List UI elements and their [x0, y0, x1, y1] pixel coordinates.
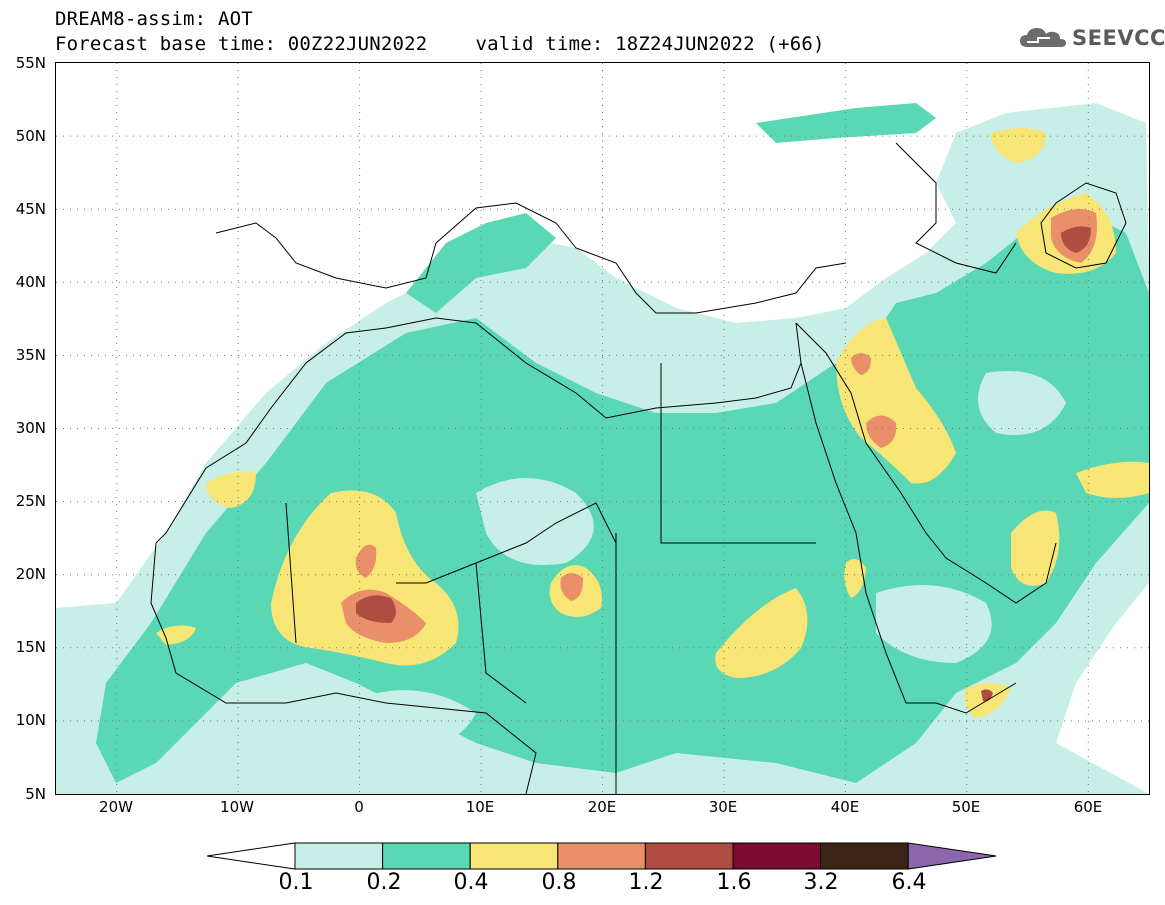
map-title: DREAM8-assim: AOT: [55, 8, 253, 30]
colorbar-label: 6.4: [891, 870, 927, 895]
lat-label: 45N: [15, 200, 46, 218]
aot-high-region: [844, 559, 866, 598]
aot-mid-region-north: [756, 103, 936, 143]
aot-higher-region: [355, 544, 377, 578]
lat-label: 5N: [25, 785, 46, 803]
aot-low-patch: [346, 690, 476, 753]
lon-label: 30E: [708, 798, 738, 816]
colorbar-swatches: [206, 842, 997, 870]
lat-label: 25N: [15, 492, 46, 510]
lon-label: 10E: [465, 798, 495, 816]
colorbar-swatch: [382, 842, 471, 870]
lon-label: 50E: [951, 798, 981, 816]
lon-label: 20W: [99, 798, 133, 816]
lat-label: 30N: [15, 419, 46, 437]
aot-high-region: [156, 625, 196, 645]
lat-label: 10N: [15, 711, 46, 729]
map-canvas: [56, 63, 1149, 794]
logo-text: SEEVCCC: [1072, 26, 1165, 50]
lat-label: 20N: [15, 565, 46, 583]
time-info: Forecast base time: 00Z22JUN2022 valid ti…: [55, 33, 825, 55]
base-time: Forecast base time: 00Z22JUN2022: [55, 33, 428, 55]
colorbar-swatch: [469, 842, 559, 870]
aot-peak-region: [1061, 226, 1091, 253]
aot-mid-region-balkan: [406, 213, 556, 313]
aot-high-region: [1011, 510, 1060, 586]
lat-label: 40N: [15, 273, 46, 291]
lon-label: 0: [354, 798, 364, 816]
colorbar-min-extension: [206, 842, 296, 870]
lon-label: 20E: [587, 798, 617, 816]
cloud-icon: [1020, 28, 1066, 47]
colorbar-label: 0.4: [453, 870, 489, 895]
colorbar-swatch: [644, 842, 734, 870]
aot-higher-region: [851, 353, 871, 375]
colorbar-label: 0.2: [366, 870, 402, 895]
aot-higher-region: [866, 415, 897, 448]
valid-time: valid time: 18Z24JUN2022 (+66): [475, 33, 825, 55]
aot-high-region: [715, 588, 808, 678]
lon-label: 60E: [1073, 798, 1103, 816]
lon-label: 40E: [830, 798, 860, 816]
colorbar: [205, 842, 1000, 874]
aot-low-patch: [876, 585, 992, 663]
aot-high-region: [1076, 461, 1149, 498]
aot-low-patch: [978, 371, 1066, 435]
aot-low-patch: [476, 478, 594, 565]
colorbar-label: 3.2: [803, 870, 839, 895]
lat-label: 35N: [15, 346, 46, 364]
colorbar-swatch: [557, 842, 646, 870]
colorbar-swatch: [820, 842, 909, 870]
lat-label: 15N: [15, 638, 46, 656]
aot-high-region: [206, 471, 256, 508]
colorbar-label: 0.1: [278, 870, 314, 895]
aot-high-region: [991, 128, 1046, 163]
lat-label: 55N: [15, 54, 46, 72]
colorbar-swatch: [732, 842, 822, 870]
seevccc-logo: SEEVCCC: [1018, 24, 1165, 52]
aot-map: [55, 62, 1150, 795]
colorbar-label: 1.2: [628, 870, 664, 895]
coastlines: [150, 142, 1127, 794]
graticule: [56, 63, 1149, 794]
lon-label: 10W: [220, 798, 254, 816]
aot-higher-region: [560, 573, 584, 601]
colorbar-label: 1.6: [716, 870, 752, 895]
colorbar-max-extension: [907, 842, 997, 870]
colorbar-label: 0.8: [541, 870, 577, 895]
aot-peak-region: [356, 595, 396, 623]
colorbar-swatch: [294, 842, 384, 870]
lat-label: 50N: [15, 127, 46, 145]
